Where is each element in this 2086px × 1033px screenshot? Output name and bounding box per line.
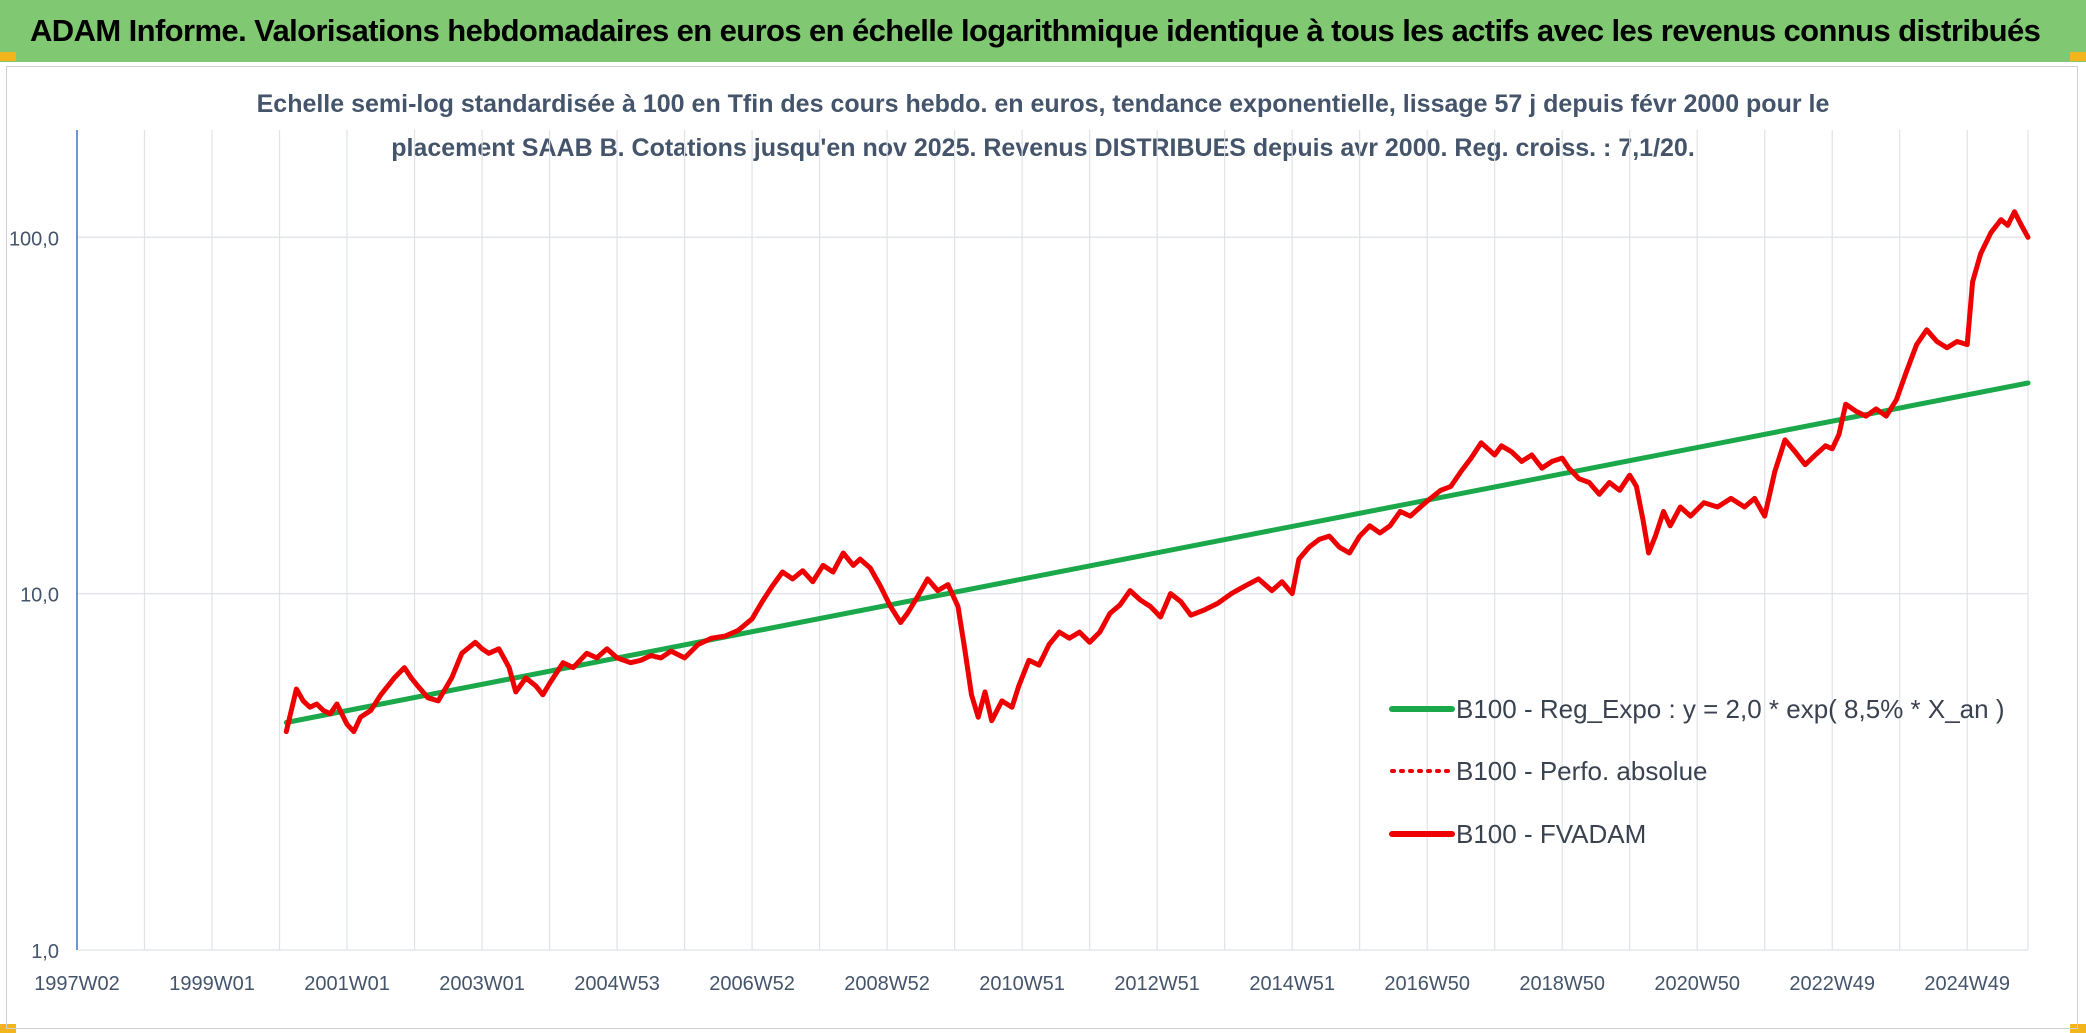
chart-subtitle-line-1: Echelle semi-log standardisée à 100 en T… — [256, 90, 1830, 118]
legend-label: B100 - Perfo. absolue — [1456, 756, 1708, 786]
legend-label: B100 - Reg_Expo : y = 2,0 * exp( 8,5% * … — [1456, 694, 2005, 724]
legend-label: B100 - FVADAM — [1456, 819, 1646, 849]
x-tick-label: 1997W02 — [34, 973, 120, 995]
chart-frame — [6, 66, 2078, 1029]
x-tick-label: 2012W51 — [1114, 973, 1200, 995]
report-title: ADAM Informe. Valorisations hebdomadaire… — [30, 13, 2041, 48]
x-tick-label: 2014W51 — [1249, 973, 1335, 995]
x-tick-label: 1999W01 — [169, 973, 255, 995]
corner-mark-top-right — [2070, 52, 2086, 61]
x-tick-label: 2003W01 — [439, 973, 525, 995]
x-tick-label: 2016W50 — [1384, 973, 1470, 995]
x-tick-label: 2006W52 — [709, 973, 795, 995]
corner-mark-top-left — [0, 52, 16, 61]
x-tick-label: 2018W50 — [1519, 973, 1605, 995]
y-tick-label: 10,0 — [20, 585, 59, 607]
x-tick-label: 2004W53 — [574, 973, 660, 995]
y-tick-label: 100,0 — [9, 228, 59, 250]
x-tick-label: 2022W49 — [1789, 973, 1875, 995]
x-tick-label: 2010W51 — [979, 973, 1065, 995]
x-tick-label: 2020W50 — [1654, 973, 1740, 995]
report-banner: ADAM Informe. Valorisations hebdomadaire… — [0, 0, 2086, 62]
corner-mark-bottom-right — [2070, 1024, 2086, 1033]
y-tick-label: 1,0 — [31, 941, 59, 963]
x-tick-label: 2001W01 — [304, 973, 390, 995]
chart-subtitle-line-2: placement SAAB B. Cotations jusqu'en nov… — [391, 134, 1695, 162]
series-line — [283, 209, 2031, 735]
x-tick-label: 2008W52 — [844, 973, 930, 995]
x-tick-label: 2024W49 — [1924, 973, 2010, 995]
